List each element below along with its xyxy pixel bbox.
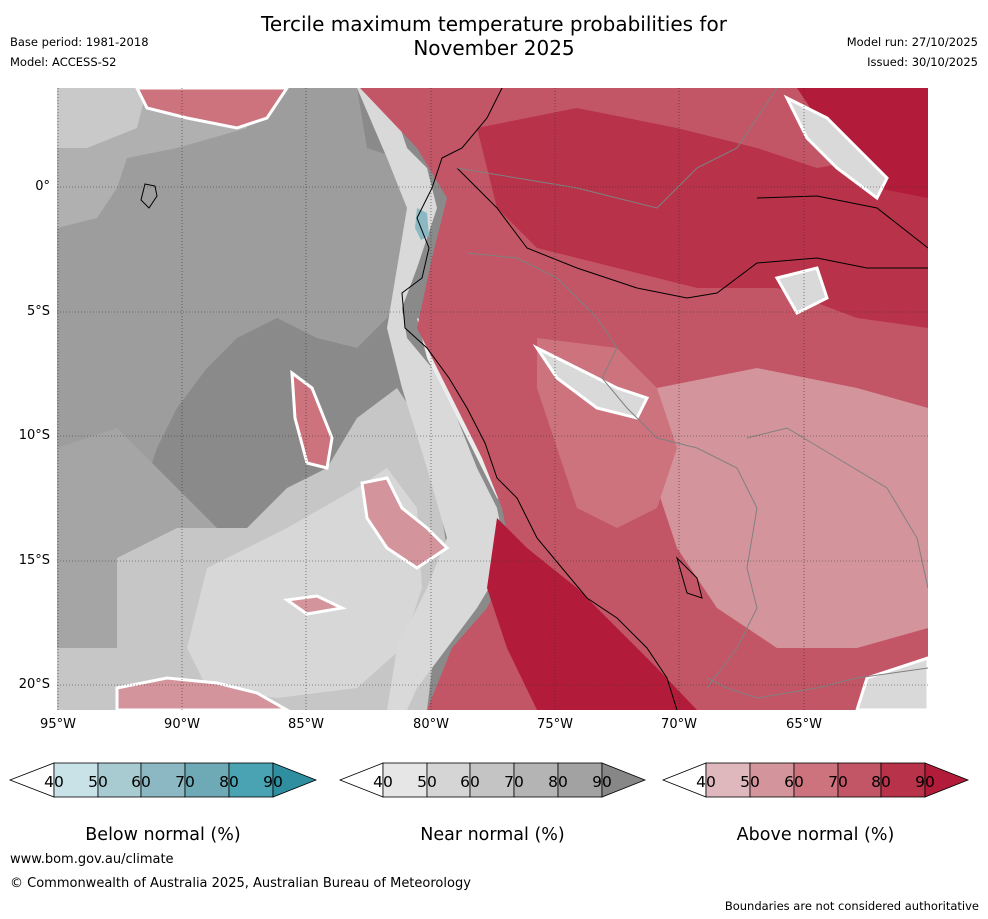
lat-label-20s: 20°S bbox=[18, 677, 50, 692]
colorbar-near-normal bbox=[338, 762, 647, 798]
above-normal-patch-small bbox=[282, 594, 347, 616]
cb2-seg3 bbox=[793, 762, 839, 798]
colorbar-above-normal bbox=[661, 762, 970, 798]
land-above-normal-90-ne bbox=[797, 88, 928, 198]
cb1-tick: 50 bbox=[417, 773, 437, 791]
cb1-tick: 60 bbox=[460, 773, 480, 791]
map-svg bbox=[57, 88, 928, 710]
colorbars-svg bbox=[8, 762, 970, 798]
land-above-normal-50-east bbox=[657, 368, 928, 648]
lon-label-90w: 90°W bbox=[164, 717, 200, 732]
above-normal-patch-north-ocean bbox=[135, 88, 289, 130]
cb2-tick: 40 bbox=[696, 773, 716, 791]
cb0-seg6 bbox=[272, 762, 318, 798]
cb2-tick: 80 bbox=[871, 773, 891, 791]
cb1-tick: 70 bbox=[504, 773, 524, 791]
lon-label-75w: 75°W bbox=[537, 717, 573, 732]
above-normal-patch-mid-ocean bbox=[290, 369, 334, 470]
cb1-seg2 bbox=[426, 762, 471, 798]
galapagos-islands bbox=[140, 183, 158, 209]
lat-label-15s: 15°S bbox=[18, 553, 50, 568]
border-colombia bbox=[456, 88, 778, 209]
land-above-normal-90-south bbox=[487, 518, 697, 710]
model-run: Model run: 27/10/2025 bbox=[846, 35, 978, 49]
lon-label-80w: 80°W bbox=[413, 717, 449, 732]
lat-label-0: 0° bbox=[35, 179, 50, 194]
colorbar-title-below: Below normal (%) bbox=[85, 825, 241, 845]
ocean-lightest-grey-nw bbox=[57, 88, 147, 148]
cb1-seg1 bbox=[382, 762, 428, 798]
cb0-tick: 50 bbox=[88, 773, 108, 791]
cb2-tick: 60 bbox=[784, 773, 804, 791]
near-normal-patch-east bbox=[774, 266, 829, 315]
coastal-near-normal-band bbox=[357, 88, 507, 710]
cb1-tick: 90 bbox=[592, 773, 612, 791]
near-normal-patch-ne bbox=[783, 94, 889, 201]
title-line-2: November 2025 bbox=[413, 36, 575, 60]
above-normal-patch-coastal-south bbox=[360, 476, 450, 570]
lat-label-5s: 5°S bbox=[26, 304, 50, 319]
colorbar-title-near: Near normal (%) bbox=[420, 825, 565, 845]
cb2-seg1 bbox=[705, 762, 751, 798]
near-normal-patch-central bbox=[532, 344, 650, 420]
issued-date: Issued: 30/10/2025 bbox=[867, 55, 978, 69]
cb0-seg5 bbox=[228, 762, 274, 798]
cb1-tick: 40 bbox=[373, 773, 393, 791]
cb0-tick: 40 bbox=[44, 773, 64, 791]
cb2-seg4 bbox=[837, 762, 882, 798]
meta-right: Model run: 27/10/2025 Issued: 30/10/2025 bbox=[847, 32, 978, 72]
lon-label-70w: 70°W bbox=[661, 717, 697, 732]
coastline bbox=[401, 88, 678, 710]
cb2-tick: 50 bbox=[740, 773, 760, 791]
cb0-seg1 bbox=[53, 762, 99, 798]
lat-label-10s: 10°S bbox=[18, 428, 50, 443]
colorbar-below-normal bbox=[8, 762, 318, 798]
above-normal-patch-sw bbox=[115, 676, 291, 710]
cb1-tick: 80 bbox=[548, 773, 568, 791]
border-peru-brazil-bolivia bbox=[466, 252, 758, 689]
lon-label-65w: 65°W bbox=[786, 717, 822, 732]
graticule bbox=[57, 88, 928, 710]
amazon-river bbox=[456, 167, 928, 299]
chart-title: Tercile maximum temperature probabilitie… bbox=[0, 12, 988, 60]
cb2-seg6 bbox=[924, 762, 970, 798]
colorbar-title-above: Above normal (%) bbox=[736, 825, 895, 845]
cb0-tick: 80 bbox=[219, 773, 239, 791]
cb1-seg4 bbox=[513, 762, 559, 798]
footer-note: Boundaries are not considered authoritat… bbox=[724, 899, 979, 913]
cb1-seg6 bbox=[601, 762, 647, 798]
border-south bbox=[706, 667, 928, 699]
cb0-tick: 70 bbox=[175, 773, 195, 791]
river-north bbox=[756, 195, 928, 249]
meta-left: Base period: 1981-2018 Model: ACCESS-S2 bbox=[10, 32, 149, 72]
ocean-pale-grey-s bbox=[187, 468, 422, 698]
cb0-tick: 60 bbox=[131, 773, 151, 791]
model-name: Model: ACCESS-S2 bbox=[10, 55, 117, 69]
cb2-tick: 70 bbox=[828, 773, 848, 791]
border-bolivia-brazil bbox=[746, 427, 928, 589]
title-line-1: Tercile maximum temperature probabilitie… bbox=[261, 12, 727, 36]
cb0-tick: 90 bbox=[263, 773, 283, 791]
cb1-seg5 bbox=[557, 762, 603, 798]
footer-copyright: © Commonwealth of Australia 2025, Austra… bbox=[10, 876, 471, 891]
base-period: Base period: 1981-2018 bbox=[10, 35, 149, 49]
cb2-tick: 90 bbox=[915, 773, 935, 791]
lake-titicaca bbox=[675, 556, 703, 599]
lon-label-95w: 95°W bbox=[40, 717, 76, 732]
lon-label-85w: 85°W bbox=[288, 717, 324, 732]
footer-url: www.bom.gov.au/climate bbox=[10, 852, 174, 867]
probability-map bbox=[57, 88, 928, 710]
